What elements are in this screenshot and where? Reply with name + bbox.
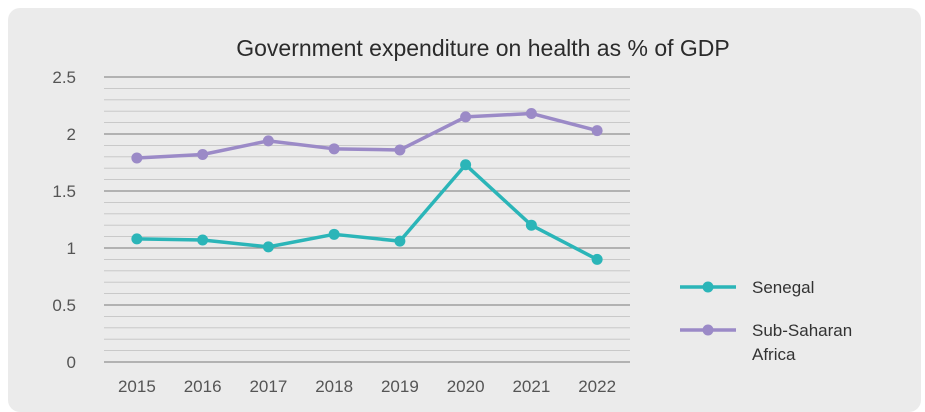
data-point	[262, 241, 274, 253]
x-tick-label: 2021	[512, 377, 550, 396]
y-tick-label: 2.5	[52, 68, 76, 87]
data-point	[591, 125, 603, 137]
y-axis: 0 0.5 1 1.5 2 2.5	[52, 68, 76, 372]
chart-card	[8, 8, 921, 412]
data-point	[591, 253, 603, 265]
legend-label: Senegal	[752, 278, 814, 297]
x-tick-label: 2015	[118, 377, 156, 396]
chart-title: Government expenditure on health as % of…	[236, 35, 730, 61]
legend-item: Sub-Saharan Africa	[680, 321, 852, 364]
series-group	[131, 159, 603, 265]
x-tick-label: 2016	[184, 377, 222, 396]
series-line	[135, 163, 599, 262]
x-tick-label: 2020	[447, 377, 485, 396]
data-point	[394, 235, 406, 247]
series-group	[131, 107, 603, 164]
y-tick-label: 0	[67, 353, 76, 372]
grid	[104, 76, 630, 363]
legend-label: Sub-Saharan Africa	[752, 321, 852, 364]
data-point	[131, 233, 143, 245]
data-point	[262, 135, 274, 147]
data-point	[525, 219, 537, 231]
data-point	[525, 107, 537, 119]
y-tick-label: 0.5	[52, 296, 76, 315]
data-point	[131, 152, 143, 164]
legend: Senegal Sub-Saharan Africa	[680, 278, 852, 364]
x-tick-label: 2022	[578, 377, 616, 396]
legend-marker	[702, 324, 714, 336]
y-tick-label: 1.5	[52, 182, 76, 201]
x-tick-label: 2019	[381, 377, 419, 396]
data-point	[328, 228, 340, 240]
data-point	[460, 159, 472, 171]
y-tick-label: 1	[67, 239, 76, 258]
legend-item: Senegal	[680, 278, 814, 297]
series-layer	[131, 107, 603, 265]
x-tick-label: 2017	[249, 377, 287, 396]
y-tick-label: 2	[67, 125, 76, 144]
data-point	[197, 149, 209, 161]
legend-marker	[702, 281, 714, 293]
data-point	[328, 143, 340, 155]
data-point	[197, 234, 209, 246]
x-axis: 2015 2016 2017 2018 2019 2020 2021 2022	[118, 377, 616, 396]
data-point	[460, 111, 472, 123]
series-line	[135, 111, 599, 160]
x-tick-label: 2018	[315, 377, 353, 396]
data-point	[394, 144, 406, 156]
